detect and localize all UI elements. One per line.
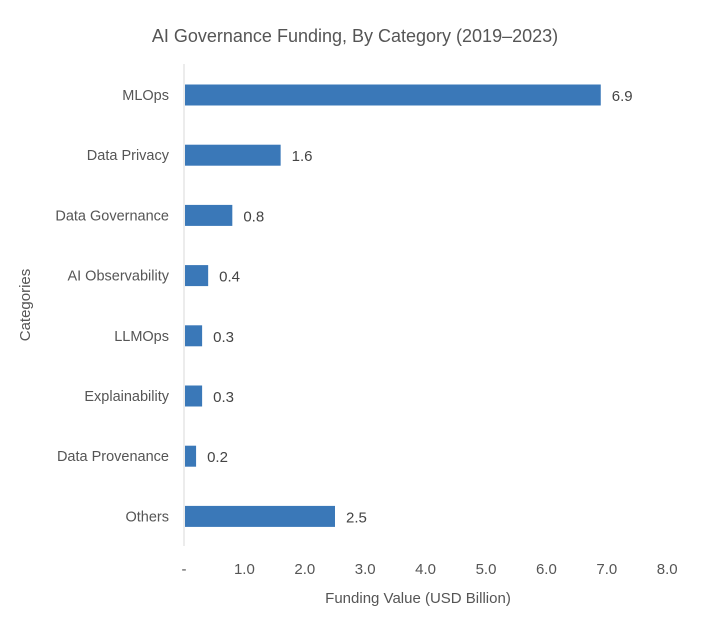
data-label: 2.5	[346, 509, 367, 526]
data-label: 0.2	[207, 449, 228, 466]
category-label: Others	[125, 509, 169, 525]
category-label: MLOps	[122, 88, 169, 104]
bar-mlops	[185, 84, 601, 106]
x-tick-label: -	[182, 561, 187, 578]
x-tick-label: 3.0	[355, 561, 376, 578]
data-label: 6.9	[612, 88, 633, 105]
x-tick-label: 8.0	[657, 561, 678, 578]
data-label: 0.3	[213, 389, 234, 406]
bar-data-governance	[185, 204, 233, 226]
data-label: 0.8	[243, 208, 264, 225]
x-tick-label: 6.0	[536, 561, 557, 578]
category-label: LLMOps	[114, 329, 169, 345]
data-label: 0.3	[213, 329, 234, 346]
category-label: Data Governance	[55, 208, 169, 224]
x-tick-label: 7.0	[596, 561, 617, 578]
data-label: 1.6	[292, 148, 313, 165]
bar-data-privacy	[185, 144, 281, 166]
x-tick-label: 5.0	[476, 561, 497, 578]
bar-explainability	[185, 385, 203, 407]
bar-data-provenance	[185, 445, 197, 467]
x-axis-title: Funding Value (USD Billion)	[325, 590, 511, 607]
x-tick-label: 2.0	[294, 561, 315, 578]
x-tick-label: 4.0	[415, 561, 436, 578]
chart-title: AI Governance Funding, By Category (2019…	[152, 26, 558, 46]
data-label: 0.4	[219, 269, 240, 286]
bar-ai-observability	[185, 265, 209, 287]
bar-llmops	[185, 325, 203, 347]
category-label: AI Observability	[67, 269, 169, 285]
y-axis-title: Categories	[17, 269, 34, 342]
category-label: Data Privacy	[87, 148, 170, 164]
category-label: Data Provenance	[57, 449, 169, 465]
x-tick-label: 1.0	[234, 561, 255, 578]
bar-others	[185, 505, 335, 527]
category-label: Explainability	[84, 389, 169, 405]
